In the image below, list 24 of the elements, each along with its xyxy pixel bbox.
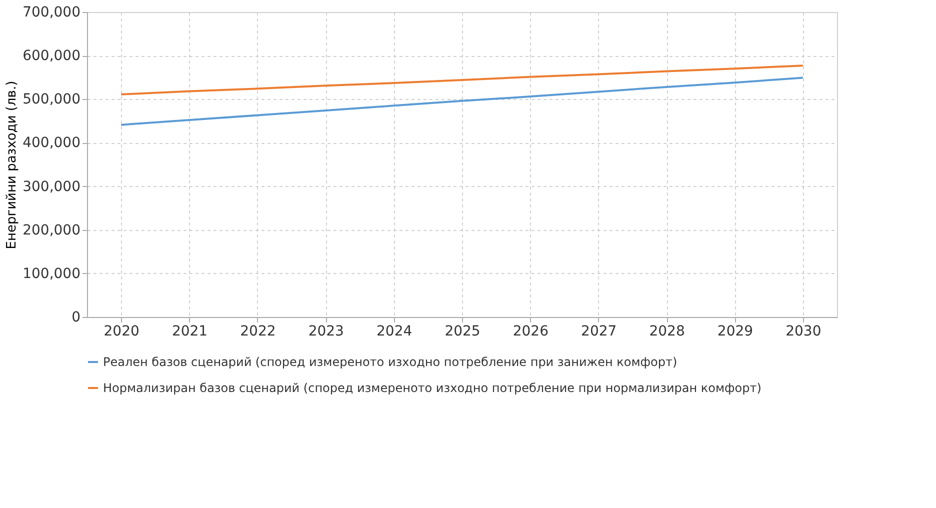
y-tick-label: 500,000 xyxy=(22,92,80,108)
y-tick-label: 100,000 xyxy=(22,266,80,282)
line-series xyxy=(120,76,804,126)
y-tick-label: 0 xyxy=(72,310,80,326)
line-series xyxy=(120,64,804,96)
x-tick-label: 2023 xyxy=(308,324,344,340)
legend-label: Реален базов сценарий (според измереното изходно потребление при занижен комфорт) xyxy=(103,355,678,369)
x-tick-label: 2025 xyxy=(444,324,480,340)
x-tick-label: 2024 xyxy=(376,324,412,340)
y-tick-label: 700,000 xyxy=(22,4,80,20)
legend-label: Нормализиран базов сценарий (според измереното изходно потребление при нормализиран комфорт) xyxy=(103,381,762,395)
y-tick-label: 400,000 xyxy=(22,135,80,152)
x-tick-label: 2021 xyxy=(172,324,208,340)
y-tick-label: 600,000 xyxy=(22,48,80,64)
x-tick-label: 2027 xyxy=(581,324,617,340)
x-tick-label: 2022 xyxy=(240,324,276,340)
x-tick-label: 2028 xyxy=(649,324,685,340)
x-tick-label: 2026 xyxy=(512,324,549,340)
y-axis-title: Енергийни разходи (лв.) xyxy=(4,80,20,250)
y-tick-label: 200,000 xyxy=(22,222,80,238)
x-tick-label: 2020 xyxy=(104,324,140,340)
y-tick-label: 300,000 xyxy=(22,178,80,195)
x-tick-label: 2029 xyxy=(717,324,754,340)
x-tick-label: 2030 xyxy=(786,324,822,340)
